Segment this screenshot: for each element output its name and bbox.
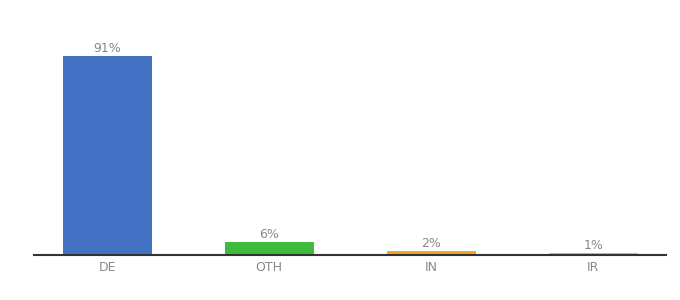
Text: 1%: 1% (583, 239, 603, 252)
Bar (549, 253, 638, 255)
Text: 6%: 6% (259, 228, 279, 241)
Bar (387, 250, 476, 255)
Text: 91%: 91% (93, 42, 121, 55)
Text: 2%: 2% (421, 236, 441, 250)
Bar (63, 56, 152, 255)
Bar (224, 242, 313, 255)
